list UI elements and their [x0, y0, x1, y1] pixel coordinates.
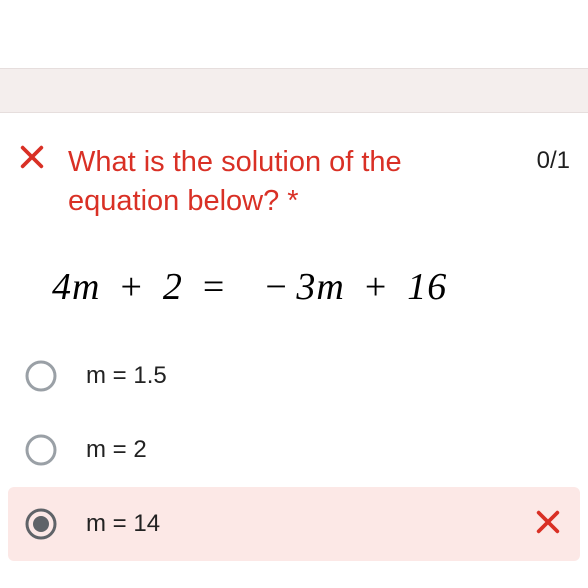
question-header: What is the solution of the equation bel…	[8, 143, 580, 221]
options-list: m = 1.5 m = 2 m = 14	[8, 339, 580, 561]
section-divider	[0, 68, 588, 113]
top-blank-area	[0, 0, 588, 68]
question-title: What is the solution of the equation bel…	[68, 143, 515, 221]
option-label: m = 14	[86, 510, 160, 538]
radio-unchecked-icon	[24, 359, 58, 393]
question-equation: 4m + 2 = − 3m + 16	[8, 221, 580, 339]
radio-unchecked-icon	[24, 433, 58, 467]
option-2[interactable]: m = 2	[8, 413, 580, 487]
option-label: m = 1.5	[86, 362, 167, 390]
option-1[interactable]: m = 1.5	[8, 339, 580, 413]
question-card: What is the solution of the equation bel…	[0, 113, 588, 561]
incorrect-x-icon	[18, 143, 46, 171]
question-score: 0/1	[537, 143, 570, 175]
wrong-x-icon	[534, 508, 570, 541]
option-3[interactable]: m = 14	[8, 487, 580, 561]
option-label: m = 2	[86, 436, 147, 464]
radio-checked-icon	[24, 507, 58, 541]
